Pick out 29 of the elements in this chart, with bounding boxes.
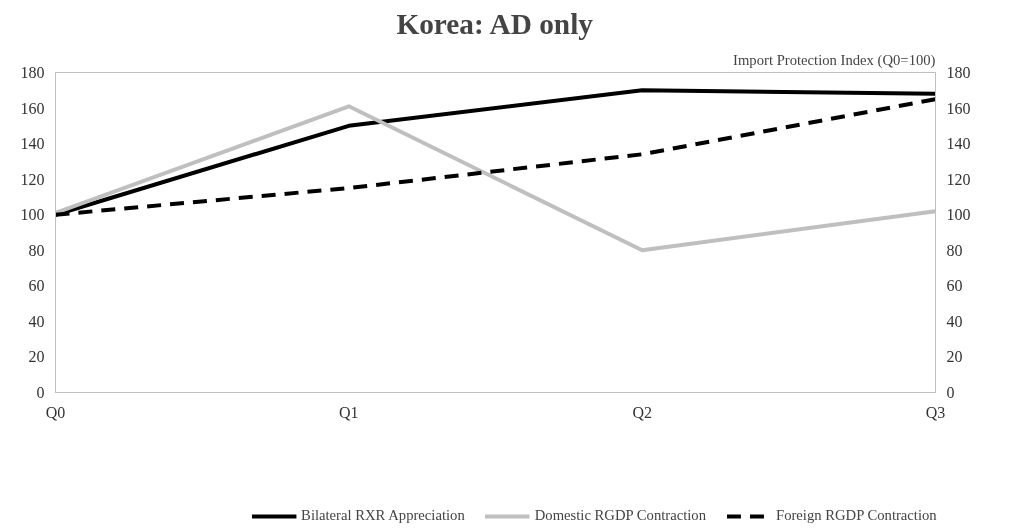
- y2-tick-label: 60: [946, 277, 963, 295]
- y2-tick-label: 80: [946, 241, 963, 259]
- legend-label: Foreign RGDP Contraction: [775, 507, 937, 524]
- x-tick-label: Q2: [632, 403, 652, 421]
- y-tick-label: 20: [28, 348, 45, 366]
- y2-tick-label: 40: [946, 312, 963, 330]
- y-tick-label: 120: [20, 170, 45, 188]
- y2-tick-label: 120: [946, 170, 971, 188]
- y2-tick-label: 180: [946, 64, 971, 81]
- y-tick-label: 40: [28, 312, 45, 330]
- y-tick-label: 140: [20, 135, 45, 153]
- y-tick-label: 0: [36, 384, 45, 401]
- y-tick-label: 100: [20, 206, 45, 224]
- y2-tick-label: 140: [946, 135, 971, 153]
- y2-tick-label: 100: [946, 206, 971, 224]
- y-tick-label: 80: [28, 241, 45, 259]
- legend-label: Bilateral RXR Appreciation: [301, 507, 465, 524]
- legend-label: Domestic RGDP Contraction: [534, 507, 706, 524]
- y2-tick-label: 0: [946, 384, 955, 401]
- chart-title: Korea: AD only: [396, 7, 594, 40]
- y-tick-label: 160: [20, 99, 45, 117]
- y-tick-label: 180: [20, 64, 45, 81]
- y-tick-label: 60: [28, 277, 45, 295]
- x-tick-label: Q3: [925, 403, 946, 421]
- x-tick-label: Q0: [45, 403, 66, 421]
- y2-tick-label: 160: [946, 99, 971, 117]
- x-tick-label: Q1: [339, 403, 359, 421]
- y2-axis-title: Import Protection Index (Q0=100): [733, 51, 936, 69]
- y2-tick-label: 20: [946, 348, 963, 366]
